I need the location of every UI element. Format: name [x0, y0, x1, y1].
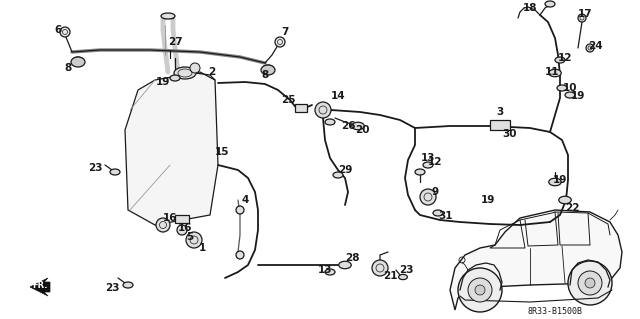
Text: 8: 8 [65, 63, 72, 73]
Circle shape [60, 27, 70, 37]
Ellipse shape [339, 261, 351, 269]
Ellipse shape [161, 13, 175, 19]
Text: 4: 4 [241, 195, 249, 205]
Ellipse shape [333, 172, 343, 178]
Bar [295, 104, 307, 112]
Text: 9: 9 [431, 187, 438, 197]
Text: 27: 27 [168, 37, 182, 47]
Circle shape [468, 278, 492, 302]
Text: 28: 28 [345, 253, 359, 263]
Ellipse shape [548, 178, 561, 186]
Text: 12: 12 [428, 157, 442, 167]
Text: 8R33-B1500B: 8R33-B1500B [527, 308, 582, 316]
Circle shape [190, 63, 200, 73]
Ellipse shape [545, 1, 555, 7]
Text: 8: 8 [261, 70, 269, 80]
Polygon shape [30, 278, 50, 296]
Text: 3: 3 [497, 107, 504, 117]
Ellipse shape [123, 282, 133, 288]
Text: 13: 13 [420, 153, 435, 163]
Text: 16: 16 [178, 223, 192, 233]
Polygon shape [450, 210, 622, 310]
Text: 1: 1 [198, 243, 205, 253]
Text: 14: 14 [331, 91, 346, 101]
Text: 16: 16 [163, 213, 177, 223]
Text: 17: 17 [578, 9, 592, 19]
Text: 19: 19 [571, 91, 585, 101]
Text: 31: 31 [439, 211, 453, 221]
Ellipse shape [565, 92, 575, 98]
Polygon shape [125, 72, 218, 225]
Text: 19: 19 [553, 175, 567, 185]
Ellipse shape [415, 169, 425, 175]
Text: 2: 2 [209, 67, 216, 77]
Ellipse shape [325, 119, 335, 125]
Text: 29: 29 [338, 165, 352, 175]
Circle shape [275, 37, 285, 47]
Circle shape [578, 271, 602, 295]
Text: 24: 24 [588, 41, 602, 51]
Text: 10: 10 [563, 83, 577, 93]
Ellipse shape [548, 69, 561, 77]
Text: 21: 21 [383, 271, 397, 281]
Circle shape [420, 189, 436, 205]
Text: 6: 6 [54, 25, 61, 35]
Text: 19: 19 [481, 195, 495, 205]
Circle shape [177, 225, 187, 235]
Ellipse shape [261, 65, 275, 75]
Ellipse shape [110, 169, 120, 175]
Circle shape [475, 285, 485, 295]
Circle shape [585, 278, 595, 288]
Bar [175, 215, 189, 223]
Text: 12: 12 [557, 53, 572, 63]
Circle shape [186, 232, 202, 248]
Circle shape [586, 44, 594, 52]
Text: 23: 23 [399, 265, 413, 275]
Text: 30: 30 [503, 129, 517, 139]
Text: 23: 23 [105, 283, 119, 293]
Circle shape [458, 268, 502, 312]
Circle shape [156, 218, 170, 232]
Ellipse shape [263, 65, 273, 71]
Text: 23: 23 [88, 163, 102, 173]
Text: 5: 5 [186, 232, 194, 242]
Ellipse shape [71, 57, 85, 67]
Text: 18: 18 [523, 3, 537, 13]
Text: 22: 22 [564, 203, 579, 213]
Ellipse shape [73, 57, 83, 63]
Ellipse shape [174, 67, 196, 79]
Text: 13: 13 [317, 265, 332, 275]
Text: 26: 26 [340, 121, 355, 131]
Text: 20: 20 [355, 125, 369, 135]
Ellipse shape [433, 210, 443, 216]
Ellipse shape [352, 122, 364, 130]
Ellipse shape [559, 196, 572, 204]
Circle shape [315, 102, 331, 118]
Text: FR.: FR. [32, 280, 48, 290]
Ellipse shape [555, 57, 565, 63]
Ellipse shape [557, 85, 567, 91]
Bar [490, 120, 510, 130]
Circle shape [236, 206, 244, 214]
Text: 7: 7 [282, 27, 289, 37]
Text: 15: 15 [215, 147, 229, 157]
Circle shape [568, 261, 612, 305]
Text: 25: 25 [281, 95, 295, 105]
Text: 11: 11 [545, 67, 559, 77]
Circle shape [236, 251, 244, 259]
Ellipse shape [325, 269, 335, 275]
Ellipse shape [423, 162, 433, 168]
Ellipse shape [399, 274, 408, 280]
Ellipse shape [170, 75, 180, 81]
Circle shape [372, 260, 388, 276]
Circle shape [578, 14, 586, 22]
Text: 19: 19 [156, 77, 170, 87]
